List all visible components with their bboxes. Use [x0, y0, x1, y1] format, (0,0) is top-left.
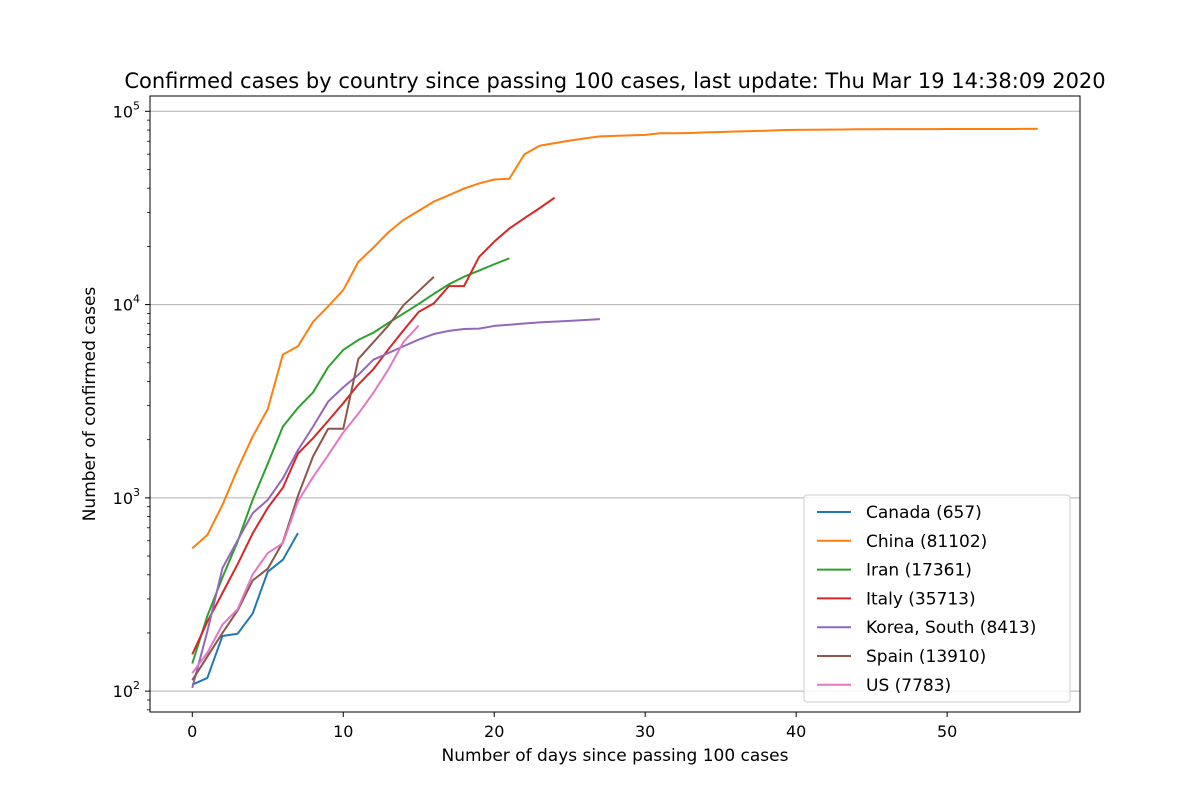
y-axis-ticks: 102 103 104 105 [113, 99, 150, 711]
y-tick-label: 103 [113, 486, 140, 508]
x-tick-label: 30 [635, 722, 655, 741]
series-line-canada [191, 532, 299, 686]
x-tick-label: 10 [333, 722, 353, 741]
legend-label: Iran (17361) [866, 561, 972, 581]
series-line-china [191, 127, 1038, 550]
legend-label: China (81102) [866, 532, 987, 552]
x-tick-label: 20 [484, 722, 504, 741]
legend: Canada (657) China (81102) Iran (17361) Ita… [803, 494, 1071, 703]
x-tick-label: 40 [786, 722, 806, 741]
y-tick-label: 102 [113, 679, 140, 701]
series-line-iran [191, 257, 510, 664]
legend-label: Korea, South (8413) [866, 618, 1036, 638]
x-tick-label: 0 [187, 722, 197, 741]
y-tick-label: 105 [113, 99, 140, 121]
legend-box [803, 494, 1071, 703]
series-line-italy [191, 196, 556, 655]
legend-label: Italy (35713) [866, 589, 976, 609]
series-line-korea-south [191, 318, 600, 689]
plot-frame [149, 95, 1081, 713]
x-tick-label: 50 [937, 722, 957, 741]
legend-label: Canada (657) [866, 503, 982, 523]
legend-label: US (7783) [866, 676, 951, 696]
series-line-us [191, 324, 420, 674]
y-axis-title: Number of confirmed cases [80, 287, 100, 522]
legend-label: Spain (13910) [866, 647, 986, 667]
chart-title: Confirmed cases by country since passing… [124, 69, 1105, 93]
series-line-spain [191, 276, 435, 681]
x-axis-title: Number of days since passing 100 cases [442, 746, 789, 766]
series-lines [191, 127, 1038, 689]
x-axis-ticks: 0 10 20 30 40 50 [187, 712, 957, 741]
y-tick-label: 104 [113, 293, 140, 315]
